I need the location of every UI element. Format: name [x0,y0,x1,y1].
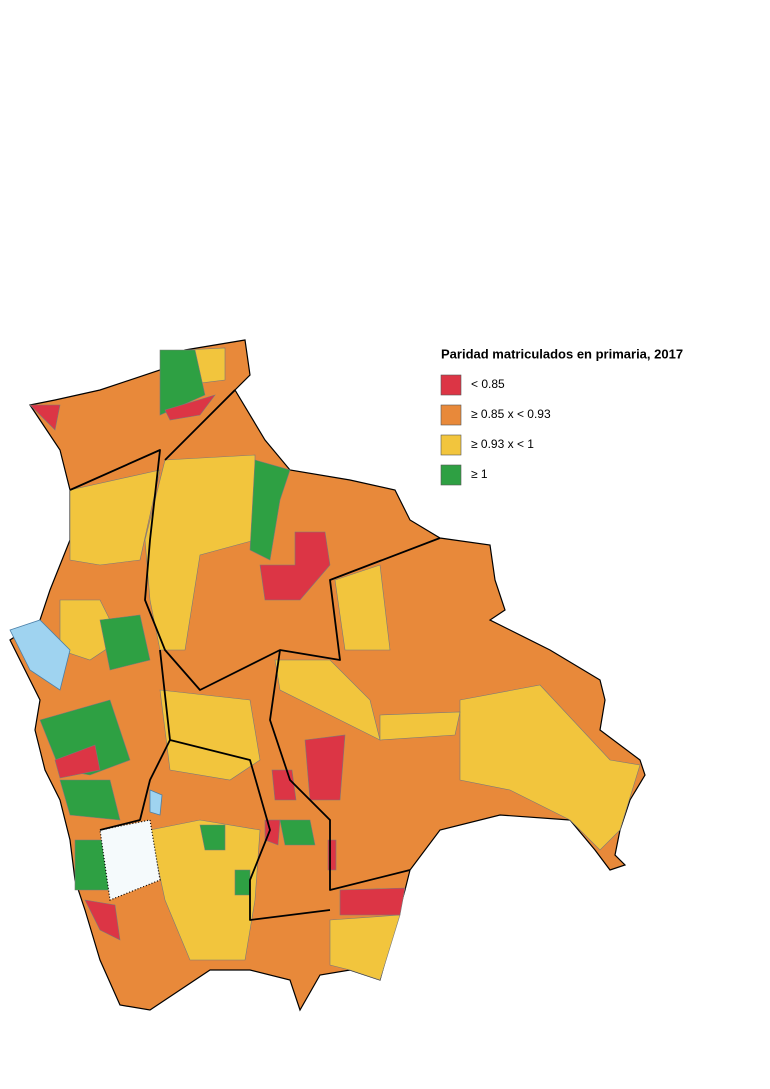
region [164,394,216,421]
legend-swatch [440,464,462,486]
region [279,819,316,846]
map [9,339,646,1012]
region [149,819,261,961]
department-border [164,389,236,461]
region [69,469,161,566]
legend-label: ≥ 1 [471,467,488,481]
region [271,769,297,801]
region [379,711,461,741]
region [329,914,401,981]
region [259,531,331,601]
department-border [169,739,331,921]
legend: Paridad matriculados en primaria, 2017 <… [440,346,683,486]
department-border [99,649,171,831]
department-border [269,649,411,891]
salt-flat [99,819,161,901]
legend-swatch [440,404,462,426]
legend-swatch [440,434,462,456]
lake [149,789,163,816]
region [274,659,381,741]
legend-swatch [440,374,462,396]
region [249,459,291,561]
legend-label: ≥ 0.93 x < 1 [471,437,534,451]
department-border [69,449,441,691]
region [334,564,391,651]
region [59,779,121,821]
region [304,734,346,801]
region [159,689,261,781]
legend-title: Paridad matriculados en primaria, 2017 [441,346,683,361]
region [199,824,226,851]
region [339,887,406,916]
region [159,349,206,416]
region [234,869,251,896]
region [29,404,61,431]
lake [9,619,71,691]
region [54,744,101,779]
region [84,899,121,941]
legend-label: < 0.85 [471,377,505,391]
region [99,614,151,671]
region [459,684,641,851]
legend-label: ≥ 0.85 x < 0.93 [471,407,551,421]
